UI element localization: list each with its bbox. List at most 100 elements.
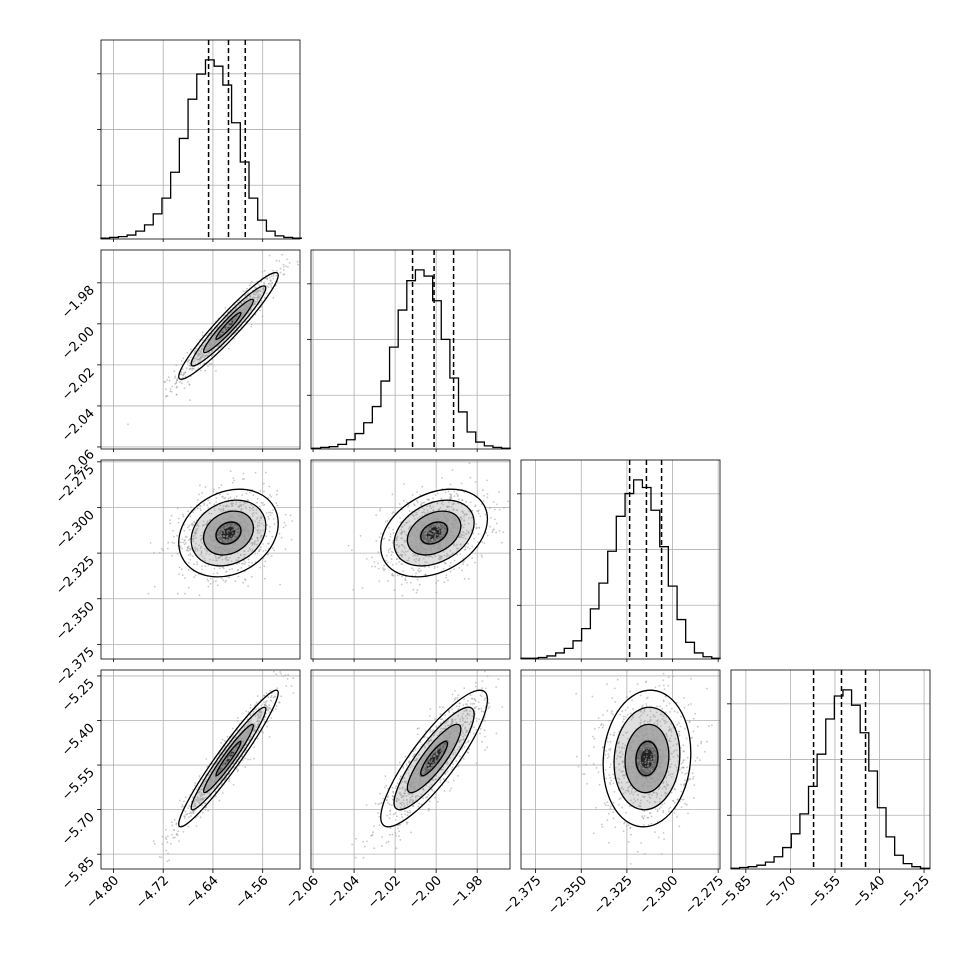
- scatter-point: [461, 724, 464, 727]
- scatter-point: [420, 784, 423, 786]
- scatter-point: [187, 510, 190, 513]
- scatter-point: [187, 586, 190, 589]
- scatter-point: [412, 779, 415, 781]
- scatter-point: [235, 503, 237, 506]
- scatter-point: [237, 512, 239, 515]
- scatter-point: [273, 549, 275, 552]
- scatter-point: [405, 521, 408, 524]
- scatter-point: [222, 516, 225, 519]
- scatter-point: [401, 575, 403, 578]
- scatter-point: [205, 758, 208, 760]
- scatter-point: [412, 529, 415, 532]
- scatter-point: [365, 558, 368, 560]
- scatter-point: [184, 539, 186, 542]
- scatter-point: [245, 303, 248, 306]
- scatter-point: [207, 585, 210, 588]
- scatter-point: [427, 753, 429, 756]
- scatter-point: [400, 544, 403, 546]
- scatter-point: [466, 717, 468, 720]
- scatter-point: [191, 537, 194, 540]
- scatter-point: [669, 711, 671, 713]
- scatter-point: [255, 512, 258, 515]
- scatter-point: [457, 732, 460, 735]
- scatter-point: [279, 583, 281, 586]
- scatter-point: [453, 727, 456, 730]
- scatter-point: [200, 539, 202, 542]
- scatter-point: [275, 259, 278, 262]
- scatter-point: [208, 543, 211, 545]
- scatter-point: [486, 496, 489, 499]
- scatter-point: [412, 588, 415, 591]
- scatter-point: [399, 839, 402, 841]
- scatter-point: [269, 280, 272, 283]
- scatter-point: [461, 511, 464, 513]
- scatter-point: [414, 538, 417, 540]
- scatter-point: [224, 540, 226, 543]
- scatter-point: [197, 367, 200, 369]
- scatter-point: [441, 534, 444, 537]
- scatter-point: [289, 514, 292, 517]
- scatter-point: [613, 791, 616, 793]
- scatter-point: [246, 538, 249, 541]
- scatter-point: [466, 729, 468, 732]
- scatter-point: [460, 543, 462, 545]
- scatter-point: [242, 740, 245, 743]
- scatter-point: [219, 534, 222, 536]
- scatter-point: [219, 547, 221, 549]
- scatter-point: [470, 517, 473, 519]
- scatter-point: [247, 535, 250, 538]
- scatter-point: [613, 687, 616, 690]
- scatter-point: [237, 575, 240, 578]
- scatter-point: [287, 674, 289, 676]
- scatter-point: [483, 495, 485, 497]
- scatter-point: [258, 531, 261, 534]
- scatter-point: [392, 790, 394, 793]
- scatter-point: [470, 721, 472, 724]
- scatter-point: [254, 553, 257, 555]
- scatter-point: [395, 815, 398, 818]
- scatter-point: [467, 739, 470, 742]
- scatter-point: [421, 507, 424, 509]
- scatter-point: [666, 736, 668, 738]
- scatter-point: [224, 769, 227, 771]
- scatter-point: [198, 802, 201, 804]
- scatter-point: [214, 528, 217, 530]
- scatter-point: [461, 730, 464, 733]
- scatter-point: [427, 740, 430, 743]
- scatter-point: [374, 802, 377, 805]
- scatter-point: [204, 532, 207, 535]
- scatter-point: [401, 816, 404, 818]
- scatter-point: [352, 588, 355, 591]
- scatter-point: [463, 721, 466, 724]
- scatter-point: [244, 528, 247, 531]
- scatter-point: [391, 541, 394, 544]
- scatter-point: [208, 363, 211, 366]
- scatter-point: [253, 543, 256, 546]
- scatter-point: [203, 502, 206, 505]
- scatter-point: [443, 727, 445, 730]
- scatter-point: [468, 517, 470, 520]
- scatter-point: [238, 304, 241, 307]
- scatter-point: [260, 301, 263, 303]
- scatter-point: [165, 388, 167, 391]
- scatter-point: [270, 696, 272, 698]
- scatter-point: [439, 548, 441, 551]
- scatter-point: [247, 529, 250, 531]
- scatter-point: [245, 536, 248, 539]
- scatter-point: [398, 761, 401, 764]
- scatter-point: [242, 311, 244, 314]
- scatter-point: [660, 794, 663, 797]
- scatter-point: [443, 744, 446, 747]
- scatter-point: [437, 800, 439, 803]
- scatter-point: [198, 504, 201, 507]
- scatter-point: [248, 738, 251, 741]
- scatter-point: [262, 287, 265, 290]
- scatter-point: [435, 517, 438, 520]
- scatter-point: [438, 515, 441, 518]
- scatter-point: [448, 731, 450, 734]
- scatter-point: [463, 534, 466, 537]
- scatter-point: [243, 527, 246, 530]
- scatter-point: [460, 482, 463, 485]
- scatter-point: [483, 699, 486, 701]
- scatter-point: [620, 771, 623, 773]
